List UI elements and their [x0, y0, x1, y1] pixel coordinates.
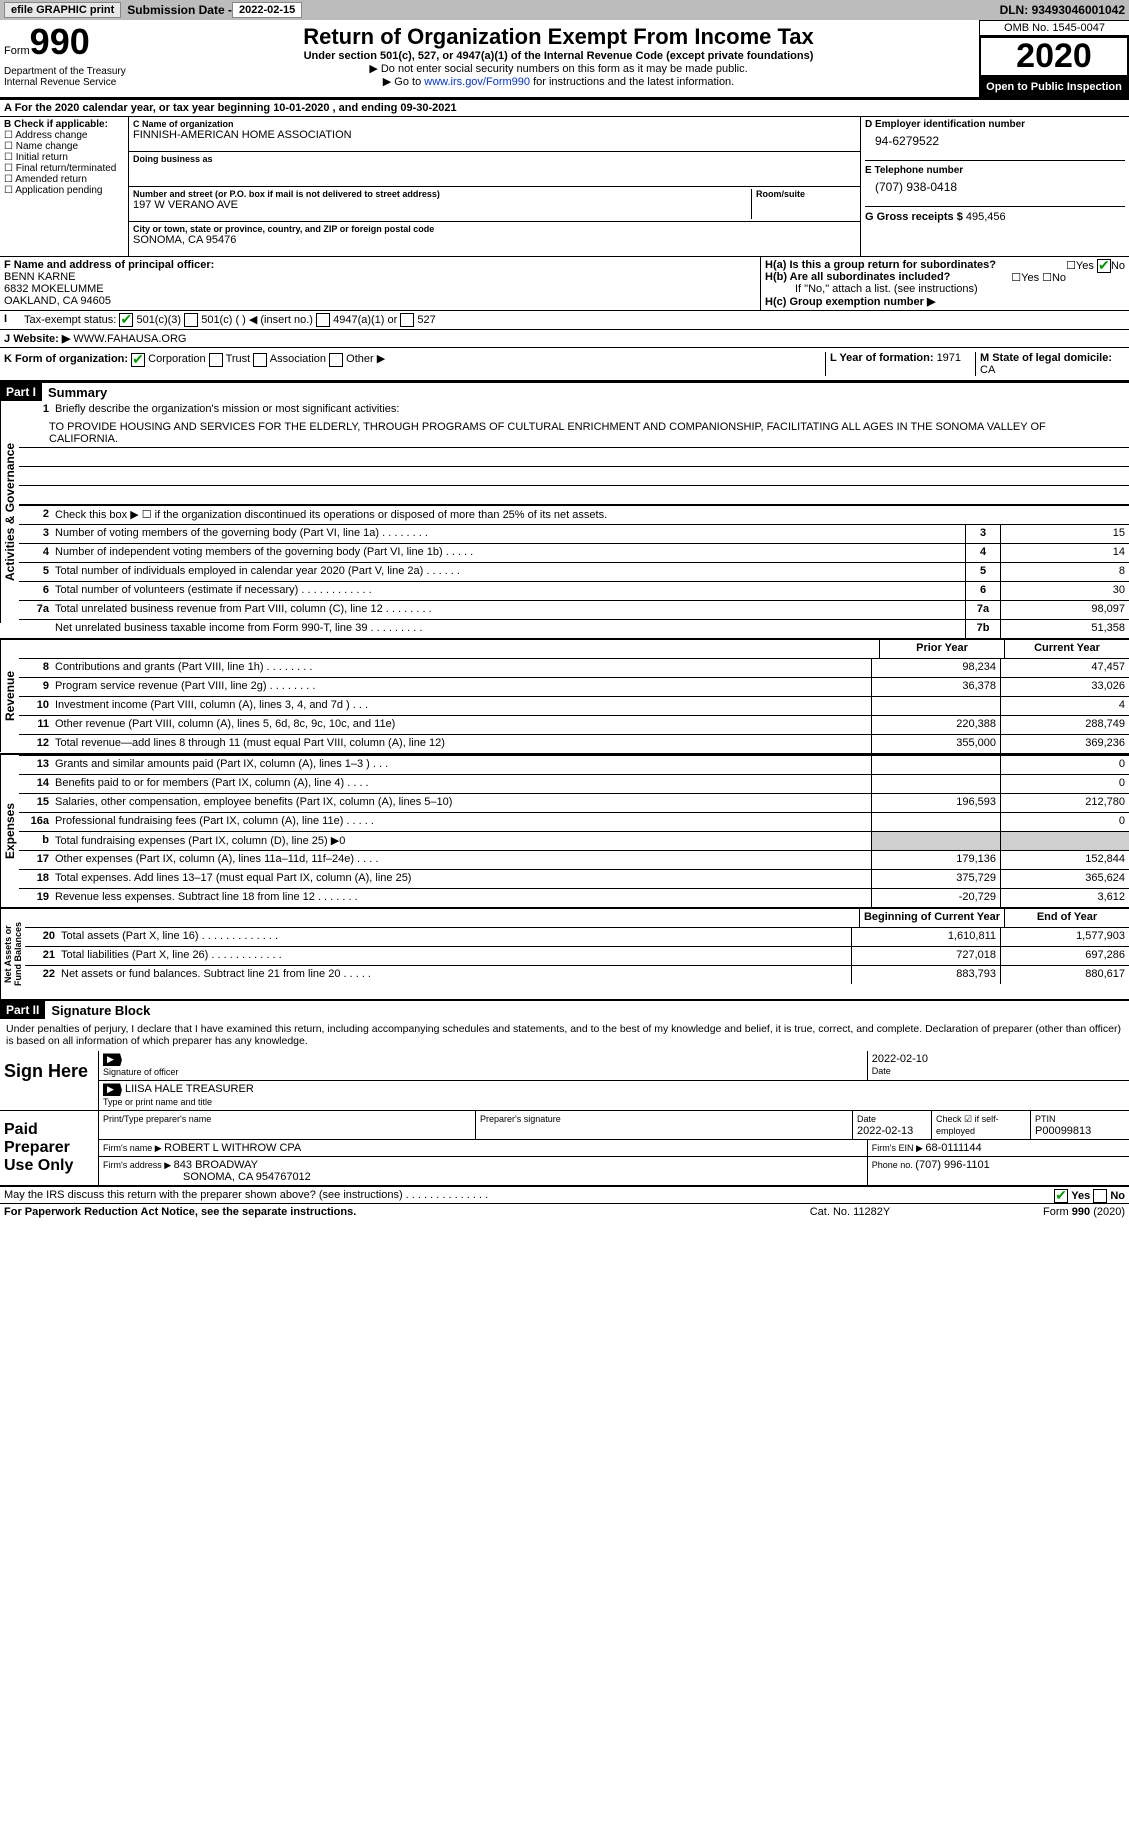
line-22: 22 Net assets or fund balances. Subtract… — [25, 965, 1129, 984]
topbar: efile GRAPHIC print Submission Date - 20… — [0, 0, 1129, 20]
tab-governance: Activities & Governance — [0, 401, 19, 623]
line-20: 20 Total assets (Part X, line 16) . . . … — [25, 927, 1129, 946]
dept-label: Department of the Treasury Internal Reve… — [4, 66, 134, 88]
line-16a: 16a Professional fundraising fees (Part … — [19, 812, 1129, 831]
header-note2: ▶ Go to www.irs.gov/Form990 for instruct… — [146, 75, 971, 88]
line-4: 4 Number of independent voting members o… — [19, 543, 1129, 562]
tax-year: 2020 — [979, 36, 1129, 77]
line-21: 21 Total liabilities (Part X, line 26) .… — [25, 946, 1129, 965]
officer-print-name: LIISA HALE TREASURER — [125, 1083, 254, 1095]
perjury-decl: Under penalties of perjury, I declare th… — [0, 1019, 1129, 1051]
subdate: 2022-02-15 — [232, 2, 302, 18]
line-11: 11 Other revenue (Part VIII, column (A),… — [19, 715, 1129, 734]
line-17: 17 Other expenses (Part IX, column (A), … — [19, 850, 1129, 869]
paid-preparer-block: Paid Preparer Use Only Print/Type prepar… — [0, 1111, 1129, 1186]
header-sub: Under section 501(c), 527, or 4947(a)(1)… — [146, 50, 971, 62]
form-title: Return of Organization Exempt From Incom… — [146, 24, 971, 50]
line-10: 10 Investment income (Part VIII, column … — [19, 696, 1129, 715]
entity-block: B Check if applicable: ☐ Address change … — [0, 117, 1129, 257]
tab-expenses: Expenses — [0, 755, 19, 907]
section-c: C Name of organization FINNISH-AMERICAN … — [129, 117, 860, 256]
org-address: 197 W VERANO AVE — [133, 199, 751, 211]
officer-block: F Name and address of principal officer:… — [0, 257, 1129, 311]
line-5: 5 Total number of individuals employed i… — [19, 562, 1129, 581]
line-13: 13 Grants and similar amounts paid (Part… — [19, 755, 1129, 774]
officer-name: BENN KARNE — [4, 271, 76, 283]
ein: 94-6279522 — [865, 130, 1125, 152]
line-8: 8 Contributions and grants (Part VIII, l… — [19, 658, 1129, 677]
section-b: B Check if applicable: ☐ Address change … — [0, 117, 129, 256]
open-public: Open to Public Inspection — [979, 77, 1129, 97]
line-6: 6 Total number of volunteers (estimate i… — [19, 581, 1129, 600]
part2-header: Part II Signature Block — [0, 999, 1129, 1019]
gross-receipts: 495,456 — [966, 211, 1006, 223]
line-14: 14 Benefits paid to or for members (Part… — [19, 774, 1129, 793]
line-19: 19 Revenue less expenses. Subtract line … — [19, 888, 1129, 907]
section-d: D Employer identification number 94-6279… — [860, 117, 1129, 256]
tab-net-assets: Net Assets or Fund Balances — [0, 909, 25, 999]
part1-header: Part I Summary — [0, 381, 1129, 401]
website-line: J Website: ▶ WWW.FAHAUSA.ORG — [0, 330, 1129, 348]
section-h: H(a) Is this a group return for subordin… — [760, 257, 1129, 310]
line-7b: Net unrelated business taxable income fr… — [19, 619, 1129, 638]
form-header: Form990 Department of the Treasury Inter… — [0, 20, 1129, 99]
tax-period: A For the 2020 calendar year, or tax yea… — [0, 99, 1129, 117]
discuss-line: May the IRS discuss this return with the… — [0, 1186, 1129, 1204]
line-7a: 7a Total unrelated business revenue from… — [19, 600, 1129, 619]
line-18: 18 Total expenses. Add lines 13–17 (must… — [19, 869, 1129, 888]
line-12: 12 Total revenue—add lines 8 through 11 … — [19, 734, 1129, 753]
line-b: b Total fundraising expenses (Part IX, c… — [19, 831, 1129, 850]
line-3: 3 Number of voting members of the govern… — [19, 524, 1129, 543]
mission: TO PROVIDE HOUSING AND SERVICES FOR THE … — [19, 419, 1129, 448]
header-title-block: Return of Organization Exempt From Incom… — [138, 20, 979, 97]
subdate-label: Submission Date - — [127, 3, 232, 17]
efile-btn[interactable]: efile GRAPHIC print — [4, 2, 121, 18]
header-right: OMB No. 1545-0047 2020 Open to Public In… — [979, 20, 1129, 97]
omb-label: OMB No. 1545-0047 — [979, 20, 1129, 36]
website[interactable]: WWW.FAHAUSA.ORG — [73, 333, 186, 345]
line-9: 9 Program service revenue (Part VIII, li… — [19, 677, 1129, 696]
org-city: SONOMA, CA 95476 — [133, 234, 856, 246]
line-15: 15 Salaries, other compensation, employe… — [19, 793, 1129, 812]
tax-exempt-status: I Tax-exempt status: 501(c)(3) 501(c) ( … — [0, 311, 1129, 330]
tab-revenue: Revenue — [0, 640, 19, 752]
form-number-block: Form990 Department of the Treasury Inter… — [0, 20, 138, 97]
form-of-org: K Form of organization: Corporation Trus… — [0, 348, 1129, 381]
org-name: FINNISH-AMERICAN HOME ASSOCIATION — [133, 129, 856, 141]
sign-here-block: Sign Here ▶ Signature of officer 2022-02… — [0, 1051, 1129, 1111]
form990-link[interactable]: www.irs.gov/Form990 — [424, 76, 530, 88]
dln: DLN: 93493046001042 — [1000, 3, 1125, 17]
header-note1: ▶ Do not enter social security numbers o… — [146, 62, 971, 75]
sig-date: 2022-02-10 — [872, 1053, 928, 1065]
phone: (707) 938-0418 — [865, 176, 1125, 198]
footer: For Paperwork Reduction Act Notice, see … — [0, 1204, 1129, 1220]
